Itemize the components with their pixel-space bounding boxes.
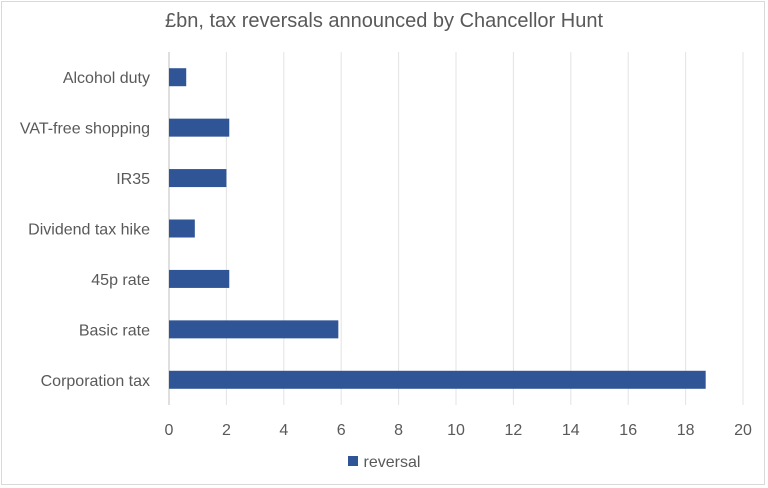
x-tick-label: 14 <box>562 422 580 439</box>
x-tick-label: 16 <box>619 422 637 439</box>
category-labels: Alcohol duty VAT-free shopping IR35 Dividen… <box>20 70 150 390</box>
bars <box>169 68 706 389</box>
bar <box>169 219 195 238</box>
bar <box>169 269 230 288</box>
x-tick-label: 18 <box>677 422 695 439</box>
chart-title: £bn, tax reversals announced by Chancell… <box>164 10 604 32</box>
category-label: Dividend tax hike <box>28 222 150 239</box>
x-tick-label: 8 <box>394 422 403 439</box>
x-tick-label: 10 <box>447 422 465 439</box>
bar <box>169 320 339 339</box>
bar <box>169 370 706 389</box>
category-label: Alcohol duty <box>63 70 150 87</box>
x-tick-label: 2 <box>222 422 231 439</box>
bar <box>169 68 187 87</box>
legend: reversal <box>0 454 768 472</box>
x-tick-label: 6 <box>337 422 346 439</box>
x-tick-label: 20 <box>734 422 752 439</box>
x-tick-label: 0 <box>165 422 174 439</box>
category-label: Corporation tax <box>41 373 150 390</box>
category-label: IR35 <box>116 171 150 188</box>
gridlines <box>168 52 744 405</box>
category-label: Basic rate <box>79 322 150 339</box>
x-tick-label: 4 <box>279 422 288 439</box>
category-label: 45p rate <box>91 272 150 289</box>
x-tick-label: 12 <box>505 422 523 439</box>
tick-labels: 0 2 4 6 8 10 12 14 16 18 20 <box>165 422 752 439</box>
bar <box>169 169 227 188</box>
bar <box>169 118 230 137</box>
legend-swatch <box>347 456 358 466</box>
category-label: VAT-free shopping <box>20 121 150 138</box>
legend-label: reversal <box>363 454 421 471</box>
